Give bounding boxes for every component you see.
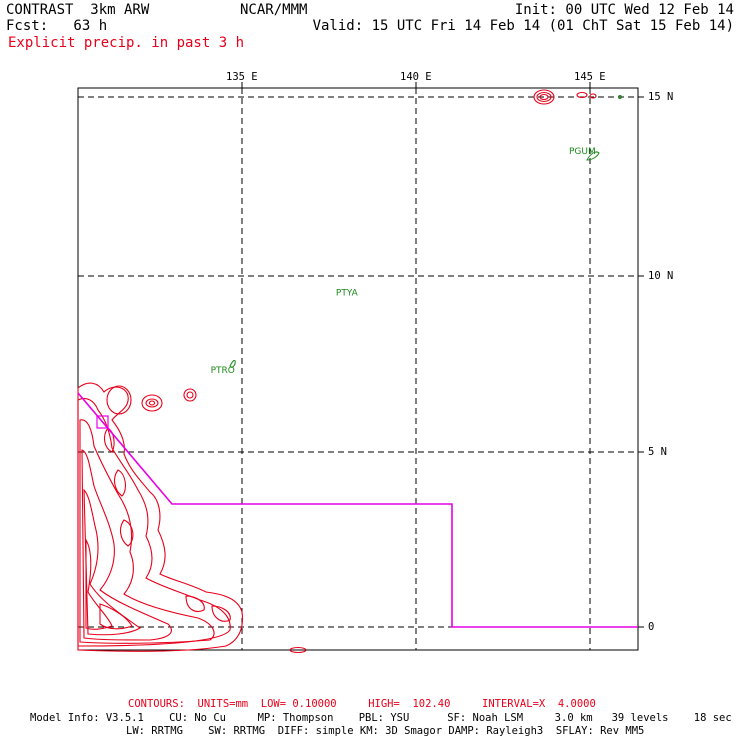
model-name: CONTRAST 3km ARW: [6, 2, 150, 18]
station-label-ptya: PTYA: [336, 288, 359, 298]
lon-label-145e: 145 E: [574, 71, 606, 83]
axis-ticks: [241, 82, 644, 628]
precip-cell-north: [533, 89, 555, 105]
precip-cell-north: [576, 91, 588, 99]
lat-label-10n: 10 N: [648, 270, 674, 282]
lat-label-0: 0: [648, 621, 655, 633]
precip-contours: [77, 89, 597, 654]
valid-time: Valid: 15 UTC Fri 14 Feb 14 (01 ChT Sat …: [312, 18, 734, 34]
model-info-line-1: Model Info: V3.5.1 CU: No Cu MP: Thompso…: [30, 712, 732, 724]
station-label-ptro: PTRO: [211, 366, 235, 376]
init-time: Init: 00 UTC Wed 12 Feb 14: [514, 2, 734, 18]
graticule: [78, 88, 638, 650]
station-label-pgum: PGUM: [569, 147, 596, 157]
center-name: NCAR/MMM: [240, 2, 308, 18]
model-info-line-2: LW: RRTMG SW: RRTMG DIFF: simple KM: 3D …: [126, 725, 645, 737]
island-outlines: [229, 95, 622, 368]
lat-label-5n: 5 N: [648, 446, 667, 458]
precip-area-southwest: [77, 382, 244, 652]
precip-cell: [183, 388, 197, 402]
lon-label-140e: 140 E: [400, 71, 432, 83]
precip-cell-south: [289, 646, 307, 654]
field-title: Explicit precip. in past 3 h: [8, 35, 245, 51]
map-frame: [77, 87, 639, 651]
lon-label-135e: 135 E: [226, 71, 258, 83]
flight-track-marker: [96, 415, 109, 429]
flight-track: [77, 392, 638, 628]
precip-cell: [106, 385, 132, 415]
forecast-hour: Fcst: 63 h: [6, 18, 108, 34]
contour-info: CONTOURS: UNITS=mm LOW= 0.10000 HIGH= 10…: [128, 698, 596, 710]
precip-cell: [141, 394, 163, 412]
lat-label-15n: 15 N: [648, 91, 674, 103]
